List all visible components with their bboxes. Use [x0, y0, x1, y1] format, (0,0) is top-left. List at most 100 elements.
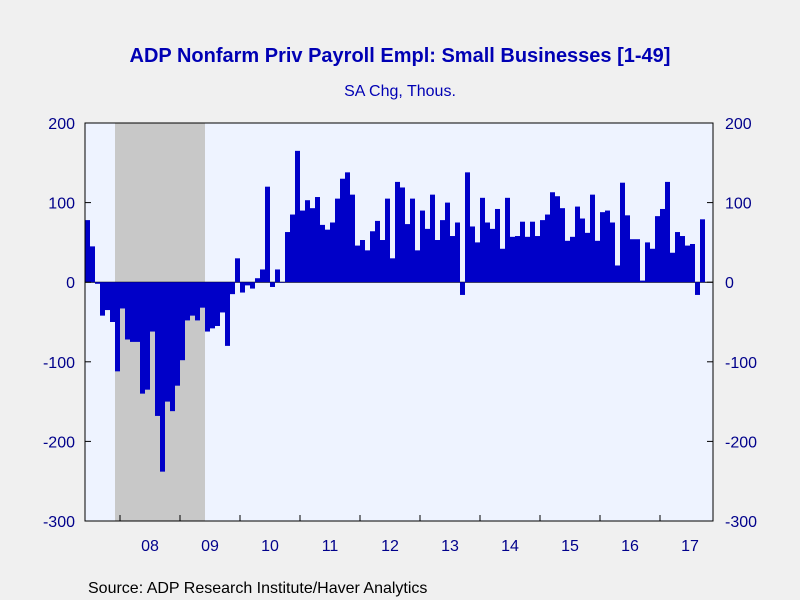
bar — [340, 178, 345, 283]
axes: 200 200 100 100 0 0 -100 -100 -200 -200 -300 -300 08… — [43, 116, 757, 555]
y-tick-label-right: -300 — [725, 514, 757, 531]
bar — [570, 236, 575, 283]
bar — [460, 282, 465, 295]
bar — [310, 208, 315, 283]
bar — [515, 236, 520, 283]
bar — [320, 224, 325, 283]
bar — [365, 250, 370, 283]
bar — [485, 222, 490, 283]
bar — [645, 242, 650, 283]
bar — [360, 240, 365, 283]
bar — [155, 282, 160, 416]
x-tick-label: 11 — [322, 538, 339, 555]
bar — [510, 236, 515, 283]
bar — [685, 245, 690, 283]
bar — [450, 236, 455, 283]
bar — [355, 245, 360, 283]
bar — [185, 282, 190, 321]
bar — [440, 220, 445, 283]
bar — [110, 282, 115, 322]
bar — [370, 231, 375, 283]
bar — [530, 221, 535, 283]
bar — [625, 215, 630, 283]
bar — [210, 282, 215, 329]
bar — [680, 236, 685, 283]
bar — [400, 187, 405, 283]
bar — [535, 236, 540, 283]
bar — [330, 222, 335, 283]
bar — [250, 282, 255, 289]
bar — [470, 226, 475, 283]
y-tick-label-right: -100 — [725, 355, 757, 372]
bar — [255, 278, 260, 283]
y-tick-label-right: 200 — [725, 116, 752, 133]
bar — [655, 216, 660, 283]
bar — [315, 197, 320, 283]
bar — [675, 232, 680, 283]
bar — [500, 248, 505, 283]
chart-subtitle: SA Chg, Thous. — [344, 83, 456, 100]
y-tick-label-left: -100 — [43, 355, 75, 372]
bar — [205, 282, 210, 332]
bar — [650, 248, 655, 283]
bar — [280, 282, 285, 283]
y-tick-label-left: 0 — [66, 275, 75, 292]
bar — [700, 219, 705, 283]
bar — [475, 242, 480, 283]
bar — [115, 282, 120, 372]
x-tick-label: 12 — [381, 538, 399, 555]
bar — [430, 194, 435, 283]
bar — [630, 239, 635, 283]
bar — [695, 282, 700, 295]
bar — [295, 150, 300, 283]
bar — [550, 192, 555, 283]
bar — [265, 186, 270, 283]
x-tick-label: 09 — [201, 538, 219, 555]
bar — [385, 198, 390, 283]
x-tick-label: 10 — [261, 538, 279, 555]
bar — [160, 282, 165, 472]
y-tick-label-left: -200 — [43, 434, 75, 451]
chart-title: ADP Nonfarm Priv Payroll Empl: Small Bus… — [130, 45, 671, 67]
x-tick-label: 08 — [141, 538, 159, 555]
bar — [135, 282, 140, 342]
bar — [305, 200, 310, 283]
bar — [290, 214, 295, 283]
bar — [615, 265, 620, 283]
bar — [595, 240, 600, 283]
bar — [130, 282, 135, 342]
bar — [555, 196, 560, 283]
bar — [605, 210, 610, 283]
bar — [170, 282, 175, 412]
bar — [565, 240, 570, 283]
bar — [380, 240, 385, 283]
bar — [435, 240, 440, 283]
bar — [350, 194, 355, 283]
bar — [140, 282, 145, 394]
bar — [395, 181, 400, 283]
bar — [640, 280, 645, 283]
bar — [540, 220, 545, 283]
bar — [525, 236, 530, 283]
bar — [175, 282, 180, 386]
bar — [390, 258, 395, 283]
plot-frame — [84, 122, 714, 522]
bar — [600, 212, 605, 283]
bar — [585, 232, 590, 283]
bar — [490, 228, 495, 283]
bar — [335, 198, 340, 283]
bar — [635, 239, 640, 283]
bar — [505, 197, 510, 283]
bar — [545, 214, 550, 283]
bar — [145, 282, 150, 390]
plot-area — [85, 123, 713, 521]
y-tick-label-left: 100 — [48, 196, 75, 213]
bar — [230, 282, 235, 295]
bar — [220, 282, 225, 313]
bar — [410, 198, 415, 283]
bar — [325, 229, 330, 283]
bar — [300, 210, 305, 283]
x-tick-label: 17 — [681, 538, 699, 555]
bar — [90, 246, 95, 283]
